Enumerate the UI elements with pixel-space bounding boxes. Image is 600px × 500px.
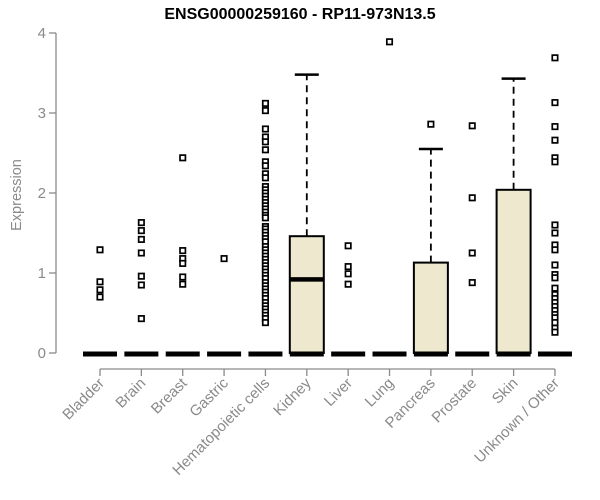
outlier-point: [261, 125, 269, 133]
chart-title: ENSG00000259160 - RP11-973N13.5: [164, 6, 436, 23]
outlier-point: [344, 242, 352, 250]
outlier-point: [385, 38, 394, 46]
y-tick-label: 1: [38, 265, 46, 282]
outlier-point: [261, 107, 269, 115]
outlier-point: [551, 319, 559, 327]
y-tick-label: 3: [38, 105, 46, 122]
outlier-point: [261, 138, 269, 146]
x-tick-label: Brain: [112, 375, 149, 412]
outlier-point: [468, 122, 476, 130]
outlier-point: [551, 136, 559, 144]
box-pancreas: [412, 261, 449, 355]
outlier-point: [96, 246, 104, 254]
outlier-point: [261, 319, 269, 327]
outlier-point: [96, 293, 104, 301]
outlier-point: [96, 278, 104, 286]
outlier-point: [179, 247, 187, 255]
y-tick-label: 2: [38, 185, 46, 202]
outlier-point: [137, 272, 145, 280]
outlier-point: [261, 214, 269, 222]
outlier-point: [551, 123, 559, 131]
outlier-point: [137, 315, 145, 323]
outlier-point: [551, 261, 559, 269]
outlier-point: [137, 235, 145, 243]
outlier-point: [551, 246, 559, 254]
outlier-point: [468, 279, 476, 287]
x-tick-label: Bladder: [59, 375, 108, 424]
y-tick-label: 0: [38, 345, 46, 362]
outlier-point: [551, 274, 559, 282]
outlier-point: [551, 328, 559, 336]
outlier-point: [137, 227, 145, 235]
box-kidney: [288, 235, 325, 354]
outlier-point: [261, 99, 269, 107]
zero-bar-unknown-other: [537, 351, 572, 357]
outlier-point: [551, 99, 559, 107]
outlier-point: [551, 229, 559, 237]
outlier-point: [468, 194, 476, 202]
outlier-point: [551, 284, 559, 292]
outlier-point: [261, 174, 269, 182]
median-kidney: [289, 277, 324, 282]
outlier-point: [344, 270, 352, 278]
outlier-point: [179, 154, 187, 162]
outlier-point: [179, 280, 187, 288]
outlier-point: [179, 259, 187, 267]
outlier-point: [96, 286, 104, 294]
x-tick-label: Skin: [489, 375, 522, 408]
outlier-point: [220, 255, 228, 263]
outlier-point: [261, 146, 269, 154]
x-tick-label: Prostate: [429, 375, 481, 427]
x-tick-label: Breast: [148, 374, 191, 417]
x-tick-label: Kidney: [270, 374, 315, 419]
outlier-point: [551, 221, 559, 229]
zero-bar-pancreas: [413, 351, 448, 357]
outlier-point: [468, 249, 476, 257]
x-tick-label: Lung: [362, 375, 398, 411]
zero-bar-skin: [496, 351, 531, 357]
zero-bar-gastric: [207, 351, 242, 357]
zero-bar-breast: [165, 351, 200, 357]
zero-bar-hematopoietic-cells: [248, 351, 283, 357]
zero-bar-lung: [372, 351, 407, 357]
box-skin: [495, 188, 532, 354]
zero-bar-kidney: [289, 351, 324, 357]
outlier-point: [137, 281, 145, 289]
outlier-point: [344, 263, 352, 271]
y-tick-label: 4: [38, 25, 46, 42]
outlier-point: [137, 249, 145, 257]
outlier-point: [551, 158, 559, 166]
zero-bar-prostate: [455, 351, 490, 357]
outlier-point: [137, 219, 145, 227]
zero-bar-brain: [124, 351, 159, 357]
outlier-point: [261, 162, 269, 170]
outlier-point: [427, 120, 435, 128]
zero-bar-bladder: [83, 351, 117, 357]
x-tick-label: Liver: [321, 375, 356, 410]
outlier-point: [344, 280, 352, 288]
outlier-point: [179, 273, 187, 281]
zero-bar-liver: [331, 351, 366, 357]
outlier-point: [551, 54, 559, 62]
